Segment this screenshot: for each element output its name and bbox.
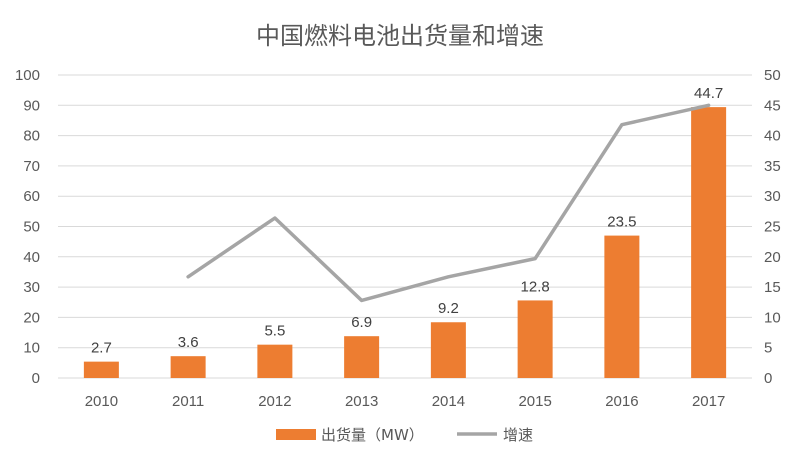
bar-value-label: 12.8 [521,278,550,295]
gridlines [58,74,752,379]
left-y-axis: 0 10 20 30 40 50 60 70 80 90 100 [15,67,40,387]
bar-data-labels: 2.7 3.6 5.5 6.9 9.2 12.8 23.5 44.7 [91,85,723,357]
legend: 出货量（MW） 增速 [276,426,533,444]
right-tick-label: 45 [764,97,781,114]
right-tick-label: 50 [764,67,781,84]
left-tick-label: 50 [23,219,40,236]
bar [604,235,640,378]
bar [257,344,293,378]
bar [430,322,466,378]
left-tick-label: 20 [23,309,40,326]
left-tick-label: 90 [23,97,40,114]
x-tick-label: 2012 [258,393,291,410]
bar-value-label: 6.9 [351,314,372,331]
left-tick-label: 60 [23,188,40,205]
x-tick-label: 2011 [172,393,204,410]
right-tick-label: 5 [764,340,772,357]
right-tick-label: 30 [764,188,781,205]
left-tick-label: 30 [23,279,40,296]
left-tick-label: 100 [15,67,40,84]
x-tick-label: 2014 [432,393,465,410]
x-tick-label: 2010 [85,393,118,410]
chart-title: 中国燃料电池出货量和增速 [256,22,544,50]
legend-bar-swatch [276,429,316,440]
x-tick-label: 2015 [518,393,551,410]
x-tick-label: 2017 [692,393,725,410]
x-tick-label: 2016 [605,393,638,410]
right-tick-label: 20 [764,249,781,266]
bar-value-label: 23.5 [607,214,636,231]
right-tick-label: 15 [764,279,781,296]
right-tick-label: 0 [764,370,772,387]
bar-value-label: 9.2 [438,300,459,317]
left-tick-label: 40 [23,249,40,266]
right-tick-label: 35 [764,158,781,175]
right-y-axis: 0 5 10 15 20 25 30 35 40 45 50 [764,67,781,387]
bar [83,361,119,378]
bar-value-label: 2.7 [91,340,112,357]
legend-bar-label: 出货量（MW） [321,426,424,444]
growth-line-series [186,103,711,303]
x-axis: 2010 2011 2012 2013 2014 2015 2016 2017 [85,393,726,410]
bar [691,107,727,379]
bar [517,300,553,378]
legend-line-label: 增速 [503,426,533,444]
x-tick-label: 2013 [345,393,378,410]
bar-value-label: 5.5 [264,323,285,340]
left-tick-label: 0 [32,370,40,387]
left-tick-label: 80 [23,128,40,145]
bar [344,336,380,378]
right-tick-label: 40 [764,128,781,145]
growth-line [186,103,711,303]
right-tick-label: 10 [764,309,781,326]
left-tick-label: 10 [23,340,40,357]
bar-value-label: 44.7 [694,85,723,102]
shipment-bars [83,107,727,379]
left-tick-label: 70 [23,158,40,175]
right-tick-label: 25 [764,219,781,236]
bar [170,356,206,378]
bar-value-label: 3.6 [178,334,199,351]
